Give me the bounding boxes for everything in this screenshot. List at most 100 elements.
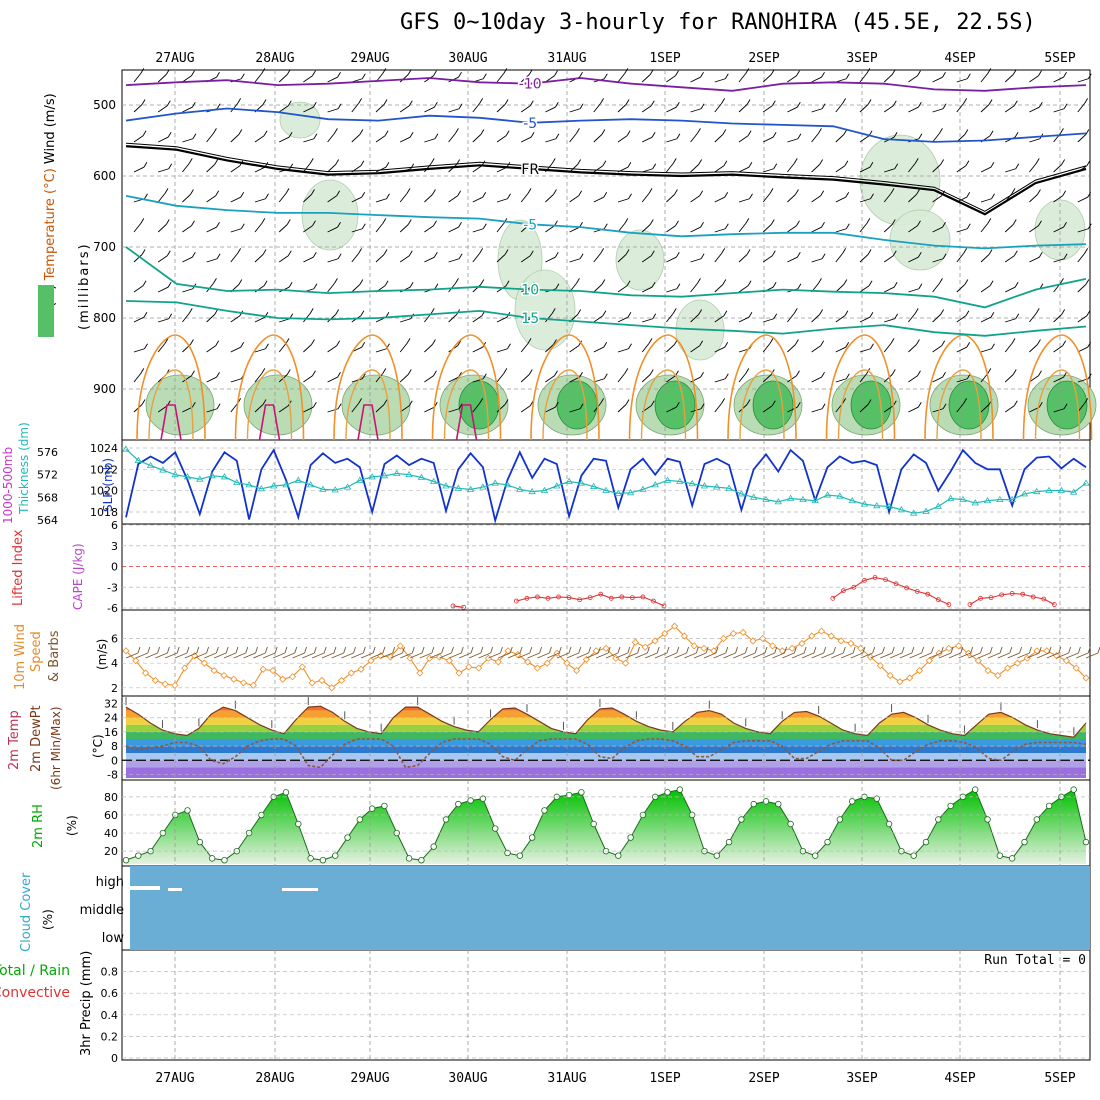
wind-barb-flag <box>724 373 729 379</box>
thickness-marker <box>836 492 844 499</box>
wind-barb <box>472 228 484 233</box>
lifted-index-marker <box>587 595 593 601</box>
rh-area <box>126 789 1086 864</box>
wind-barb <box>811 376 822 383</box>
wind-barb-flag <box>891 369 896 375</box>
wind-barb-flag <box>721 98 726 104</box>
wind-barb-flag <box>821 71 825 78</box>
temp-contour-25 <box>246 369 293 441</box>
thickness-marker <box>1033 487 1041 495</box>
wind-barb <box>230 315 241 323</box>
thickness-marker <box>233 478 241 485</box>
wind-barb-flag <box>965 310 970 317</box>
thickness-marker <box>897 506 906 513</box>
millibar-label: (millibars) <box>77 242 92 330</box>
wind-barb <box>641 224 651 233</box>
wind-barb-flag <box>796 220 800 227</box>
wind-barb-flag <box>309 308 314 314</box>
wind-barb <box>303 138 315 143</box>
wind-barb-10m <box>556 652 570 659</box>
wind-barb <box>303 344 312 353</box>
wind-barb-flag <box>890 188 895 194</box>
thickness-marker <box>294 476 303 483</box>
wind-barb-flag <box>190 339 194 345</box>
wind-barb-flag <box>312 101 317 108</box>
thickness-marker <box>614 489 623 496</box>
wind-barb <box>1005 286 1016 293</box>
wind-barb <box>859 223 868 233</box>
wind-barb <box>278 255 289 263</box>
wind-barb-flag <box>940 309 945 315</box>
wind-barb-flag <box>263 130 268 137</box>
temp-contour-25 <box>542 369 588 441</box>
wind-barb <box>254 198 266 203</box>
wind-barb-flag <box>141 99 146 105</box>
wind-barb <box>1029 138 1041 143</box>
wind-barb-flag <box>505 280 510 287</box>
wind-barb-10m <box>811 652 824 659</box>
wind-barb-10m-flag <box>304 646 307 654</box>
wind-speed-marker <box>857 644 865 652</box>
wind-barb-10m-flag <box>411 646 415 654</box>
wind-speed-marker <box>700 644 708 652</box>
wind-speed-marker <box>220 671 228 680</box>
wind-barb-10m-flag <box>735 646 738 654</box>
lifted-index-marker <box>840 588 846 594</box>
wind-barb-flag <box>773 163 778 169</box>
wind-barb-flag <box>1038 220 1042 227</box>
wind-barb <box>158 286 169 293</box>
wind-barb <box>738 254 748 263</box>
wind-barb <box>279 136 290 143</box>
date-label-bottom: 28AUG <box>255 1071 294 1086</box>
wind-barb-flag <box>676 283 681 289</box>
wind-barb-flag <box>1012 69 1017 75</box>
cloud-gap <box>130 886 160 890</box>
wind-barb-flag <box>603 373 608 379</box>
wind-barb <box>641 374 651 383</box>
rh-marker <box>405 855 413 862</box>
wind-barb-flag <box>216 403 221 409</box>
wind-barb-flag <box>382 68 387 74</box>
wind-barb <box>230 228 242 233</box>
wind-barb-10m-flag <box>529 646 533 654</box>
rh-marker <box>356 816 364 823</box>
wind-barb-flag <box>553 339 557 345</box>
wind-barb-flag <box>529 100 534 107</box>
wind-barb <box>182 138 194 143</box>
isotherm-label: -10 <box>519 77 542 93</box>
thickness-marker <box>725 484 733 491</box>
wind-barb-flag <box>406 188 411 194</box>
wind-barb <box>182 106 193 113</box>
temp-band <box>126 710 1086 718</box>
wind-barb-flag <box>213 278 217 284</box>
wind-barb <box>569 108 581 113</box>
wind-barb-10m-flag <box>1077 646 1081 654</box>
wind-barb <box>1004 224 1014 233</box>
wind-barb <box>182 194 191 203</box>
wind-barb <box>980 166 992 173</box>
wind-barb-flag <box>383 249 388 255</box>
rh-marker <box>750 800 757 808</box>
wind-barb <box>351 403 359 413</box>
wind-speed-marker <box>308 679 316 687</box>
wind-barb-flag <box>987 218 992 224</box>
temp-contour-25 <box>148 369 194 441</box>
lifted-index-marker <box>999 592 1005 598</box>
wind-barb <box>472 315 483 323</box>
wind-barb-flag <box>337 103 342 109</box>
wind-barb <box>375 404 385 413</box>
wind-speed-marker <box>142 669 150 677</box>
wind-barb-flag <box>288 281 293 288</box>
wind-barb-flag <box>796 251 801 258</box>
wind-barb-flag <box>845 191 850 198</box>
wind-barb-flag <box>141 399 146 405</box>
wind-barb <box>787 106 798 113</box>
temp-tick: -8 <box>107 768 118 781</box>
wind-barb <box>690 133 698 143</box>
thickness-marker <box>737 490 746 497</box>
wind-barb <box>545 406 556 413</box>
wind-barb-flag <box>288 131 293 138</box>
thickness-marker <box>343 483 352 490</box>
wind-barb <box>835 284 845 293</box>
wind-barb-flag <box>312 251 317 258</box>
